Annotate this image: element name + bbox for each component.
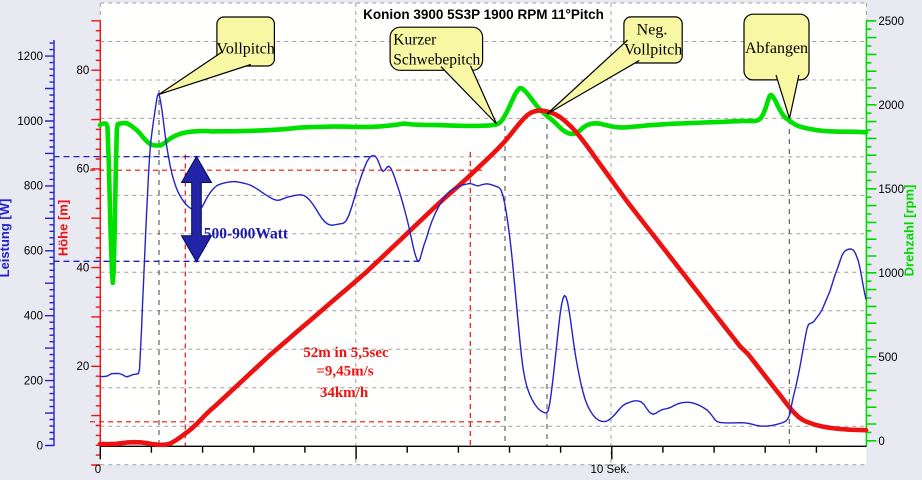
svg-text:52m in 5,5sec: 52m in 5,5sec [303,345,389,361]
svg-text:Drehzahl [rpm]: Drehzahl [rpm] [902,185,917,277]
svg-text:0: 0 [878,436,884,448]
svg-text:60: 60 [77,164,90,176]
svg-text:500-900Watt: 500-900Watt [204,226,289,243]
svg-text:2500: 2500 [878,16,904,28]
svg-text:0: 0 [95,464,101,475]
svg-text:40: 40 [77,262,90,274]
svg-text:Schwebepitch: Schwebepitch [393,52,480,69]
svg-text:1000: 1000 [17,116,43,128]
svg-text:Neg.: Neg. [637,22,668,39]
svg-text:34km/h: 34km/h [320,385,369,401]
svg-text:Leistung [W]: Leistung [W] [0,199,12,278]
svg-text:2000: 2000 [878,100,904,112]
svg-text:400: 400 [24,311,43,323]
svg-text:800: 800 [24,181,43,193]
svg-text:Abfangen: Abfangen [745,40,808,57]
svg-text:Kurzer: Kurzer [393,32,437,49]
svg-text:0: 0 [37,440,43,452]
svg-text:1200: 1200 [17,51,43,63]
svg-text:=9,45m/s: =9,45m/s [316,364,373,380]
svg-text:Vollpitch: Vollpitch [624,42,682,59]
svg-text:Höhe [m]: Höhe [m] [56,200,71,256]
svg-text:1500: 1500 [878,184,904,196]
svg-text:20: 20 [77,361,90,373]
svg-text:1000: 1000 [878,268,904,280]
svg-text:Vollpitch: Vollpitch [216,41,274,58]
svg-text:Konion 3900 5S3P 1900 RPM 11°P: Konion 3900 5S3P 1900 RPM 11°Pitch [363,7,604,22]
svg-text:500: 500 [878,352,897,364]
svg-text:200: 200 [24,375,43,387]
svg-text:600: 600 [24,246,43,258]
svg-text:80: 80 [77,65,90,77]
svg-text:10 Sek.: 10 Sek. [591,464,630,475]
